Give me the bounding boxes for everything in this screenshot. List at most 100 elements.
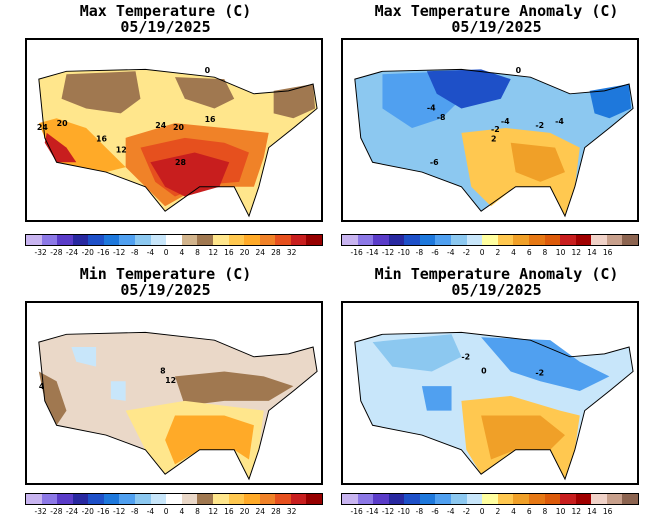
colorbar-ticks: -32 -28 -24 -20 -16 -12 -8 -4 0 4 8 12 16 20 24 28 32 — [25, 248, 323, 258]
colorbar-tick-label: 2 — [495, 248, 501, 257]
colorbar — [341, 493, 639, 505]
contour-label: 24 — [37, 123, 49, 132]
colorbar-swatch — [306, 494, 322, 504]
cool-region-west — [372, 334, 462, 372]
colorbar-tick-label: -4 — [146, 507, 155, 516]
contour-label: 20 — [173, 123, 185, 132]
colorbar-swatch — [259, 494, 276, 504]
min-anomaly-map-svg: -2 0 -2 — [354, 331, 634, 481]
cool-region-north — [481, 337, 610, 392]
colorbar-tick-label: 4 — [179, 507, 185, 516]
warmer-region-south — [481, 415, 565, 460]
colorbar-swatch — [119, 494, 136, 504]
colorbar-swatch — [212, 235, 229, 245]
colorbar-tick-label: 14 — [587, 507, 597, 516]
colorbar-swatch — [88, 235, 104, 245]
colorbar-tick-label: -20 — [81, 507, 94, 516]
colorbar-tick-label: -8 — [131, 248, 139, 257]
colorbar-swatch — [275, 494, 291, 504]
colorbar-swatch — [357, 235, 374, 245]
panel-title: Max Temperature Anomaly (C) — [374, 2, 619, 20]
colorbar-swatch — [544, 494, 561, 504]
cool-brown-region-2 — [174, 77, 235, 109]
contour-label: 0 — [205, 66, 211, 75]
colorbar-swatch — [26, 494, 42, 504]
contour-label: 4 — [39, 382, 45, 391]
min-temperature-map: 4 8 12 — [25, 301, 323, 485]
colorbar-tick-label: 20 — [239, 507, 250, 516]
colorbar-swatch — [404, 494, 420, 504]
panel-date: 05/19/2025 — [120, 18, 211, 36]
colorbar-tick-label: -12 — [381, 248, 395, 257]
brown-west-coast — [38, 371, 67, 426]
max-anomaly-map: 0 -4 -8 -4 -2 -2 -4 2 -6 — [341, 38, 639, 222]
cold-region-north — [426, 69, 511, 109]
colorbar-swatch — [212, 494, 229, 504]
colorbar-swatch — [135, 494, 151, 504]
colorbar-swatch — [197, 494, 213, 504]
us-outline — [354, 331, 634, 481]
contour-label: -4 — [501, 117, 510, 126]
max-anomaly-map-svg: 0 -4 -8 -4 -2 -2 -4 2 -6 — [354, 66, 634, 218]
colorbar-tick-label: -12 — [112, 507, 126, 516]
colorbar-tick-label: -28 — [50, 248, 63, 257]
colorbar-swatch — [103, 235, 120, 245]
colorbar-swatch — [373, 235, 389, 245]
colorbar-tick-label: -16 — [97, 248, 110, 257]
us-outline — [38, 331, 318, 481]
panel-date: 05/19/2025 — [451, 281, 542, 299]
colorbar-swatch — [482, 494, 498, 504]
colorbar — [341, 234, 639, 246]
colorbar-tick-label: -2 — [462, 507, 471, 516]
colorbar-tick-label: -8 — [415, 248, 424, 257]
colorbar-swatch — [435, 494, 452, 504]
colorbar-tick-label: -10 — [397, 248, 410, 257]
colorbar-ticks: -16 -14 -12 -10 -8 -6 -4 -2 0 2 4 6 8 10 12 14 16 — [341, 507, 639, 517]
panel-min-temperature-anomaly: Min Temperature Anomaly (C) 05/19/2025 -… — [331, 263, 662, 526]
colorbar-tick-label: 16 — [602, 248, 613, 257]
cool-spot-rockies — [421, 386, 452, 411]
colorbar-swatch — [228, 235, 245, 245]
colorbar-tick-label: 12 — [571, 248, 582, 257]
very-hot-region — [150, 152, 230, 197]
cold-spot-west — [71, 347, 97, 367]
panel-title: Max Temperature (C) — [79, 2, 252, 20]
colorbar-swatch — [466, 494, 483, 504]
colorbar-tick-label: 14 — [587, 248, 597, 257]
colorbar-tick-label: -24 — [65, 507, 79, 516]
colorbar-tick-label: -16 — [350, 507, 363, 516]
colorbar-swatch — [259, 235, 276, 245]
colorbar-tick-label: 8 — [195, 507, 200, 516]
colorbar-swatch — [575, 235, 592, 245]
cool-brown-region-3 — [273, 84, 316, 119]
colorbar-tick-label: -2 — [462, 248, 471, 257]
colorbar-swatch — [290, 235, 307, 245]
colorbar-tick-label: 4 — [179, 248, 185, 257]
colorbar-tick-label: -32 — [34, 248, 47, 257]
brown-central-band — [174, 371, 294, 406]
colorbar-swatch — [560, 494, 576, 504]
panel-date: 05/19/2025 — [120, 281, 211, 299]
colorbar-tick-label: 8 — [542, 507, 548, 516]
colorbar-swatch — [419, 235, 436, 245]
colorbar-swatch — [591, 494, 607, 504]
colorbar-swatch — [181, 235, 198, 245]
colorbar-swatch — [575, 494, 592, 504]
colorbar-tick-label: 28 — [271, 248, 281, 257]
panel-title: Min Temperature Anomaly (C) — [374, 265, 619, 283]
colorbar-tick-label: 16 — [224, 507, 234, 516]
colorbar-swatch — [244, 494, 260, 504]
colorbar-tick-label: 28 — [271, 507, 281, 516]
colorbar-swatch — [388, 494, 405, 504]
colorbar-tick-label: -14 — [366, 507, 379, 516]
colorbar-tick-label: 12 — [208, 248, 218, 257]
colorbar-swatch — [435, 235, 452, 245]
colorbar-swatch — [41, 235, 58, 245]
colorbar-tick-label: -12 — [112, 248, 126, 257]
colorbar-tick-label: 24 — [255, 248, 266, 257]
colorbar-swatch — [528, 494, 545, 504]
colorbar-swatch — [275, 235, 291, 245]
colorbar-tick-label: -32 — [34, 507, 47, 516]
colorbar-tick-label: -4 — [146, 248, 155, 257]
colorbar-tick-label: -28 — [50, 507, 63, 516]
